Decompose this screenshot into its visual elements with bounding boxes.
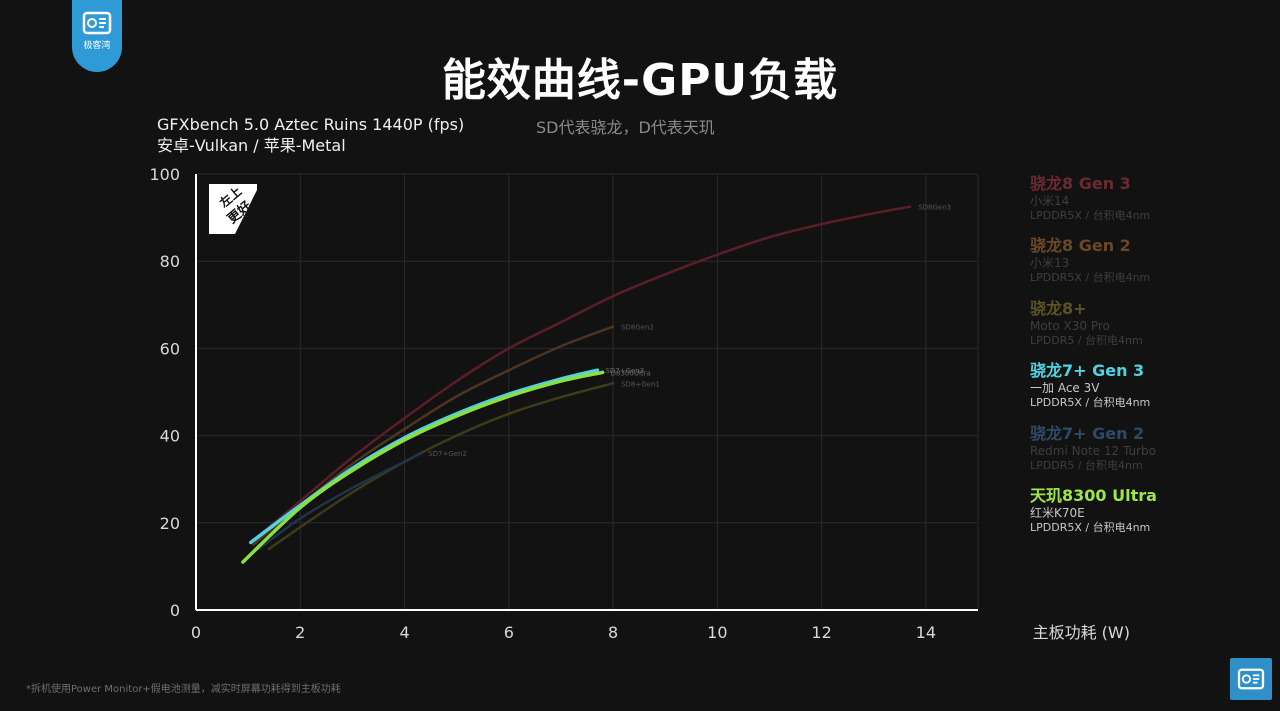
corner-brand-logo	[1230, 658, 1272, 700]
benchmark-logo-icon	[1237, 668, 1265, 690]
legend-series-name: 骁龙8 Gen 2	[1030, 236, 1131, 256]
legend-device: Moto X30 Pro	[1030, 318, 1110, 333]
series-end-label: SD7+Gen3	[605, 367, 644, 375]
benchmark-logo-icon	[82, 11, 112, 35]
legend-memory: LPDDR5X / 台积电4nm	[1030, 521, 1151, 534]
legend-item: 骁龙7+ Gen 3 一加 Ace 3V LPDDR5X / 台积电4nm	[1030, 361, 1270, 410]
y-tick-label: 0	[170, 601, 180, 620]
legend-series-name: 骁龙7+ Gen 3	[1030, 361, 1145, 381]
legend-device: Redmi Note 12 Turbo	[1030, 443, 1156, 458]
chart-grid	[196, 173, 979, 610]
legend-item: 骁龙8 Gen 2 小米13 LPDDR5X / 台积电4nm	[1030, 236, 1270, 285]
legend-item: 骁龙8 Gen 3 小米14 LPDDR5X / 台积电4nm	[1030, 174, 1270, 223]
page-title: 能效曲线-GPU负载	[441, 55, 839, 106]
x-tick-label: 2	[295, 623, 305, 642]
series-end-label: D8300Ultra	[611, 369, 651, 377]
legend-item: 天玑8300 Ultra 红米K70E LPDDR5X / 台积电4nm	[1030, 486, 1270, 535]
legend-memory: LPDDR5X / 台积电4nm	[1030, 396, 1151, 410]
legend-item: 骁龙7+ Gen 2 Redmi Note 12 Turbo LPDDR5 / 台积…	[1030, 424, 1270, 473]
legend-memory: LPDDR5X / 台积电4nm	[1030, 271, 1151, 285]
x-tick-label: 8	[608, 623, 618, 642]
legend-memory: LPDDR5 / 台积电4nm	[1030, 458, 1143, 472]
chart-axes: 0 2 4 6 8 10 12 14 0 20 40 60 80 100 主板功耗 (W)	[149, 165, 1130, 642]
brand-logo: 极客湾	[72, 0, 122, 72]
series-line	[241, 370, 605, 564]
y-tick-label: 80	[160, 252, 180, 271]
legend-item: 骁龙8+ Moto X30 Pro LPDDR5 / 台积电4nm	[1030, 299, 1270, 348]
x-tick-label: 14	[916, 623, 936, 642]
legend-device: 红米K70E	[1030, 506, 1085, 520]
abbreviation-note: SD代表骁龙，D代表天玑	[536, 118, 715, 137]
x-tick-label: 12	[811, 623, 831, 642]
legend-device: 小米14	[1030, 194, 1070, 208]
legend-device: 一加 Ace 3V	[1030, 381, 1100, 396]
legend-series-name: 天玑8300 Ultra	[1030, 486, 1157, 505]
logo-text: 极客湾	[83, 41, 111, 51]
x-axis-label: 主板功耗 (W)	[1033, 623, 1130, 642]
y-tick-label: 40	[160, 427, 180, 446]
x-tick-label: 6	[504, 623, 514, 642]
legend-device: 小米13	[1030, 256, 1070, 271]
x-tick-label: 10	[707, 623, 727, 642]
chart-series: SD8Gen3 SD8Gen2 SD8+Gen1 SD7+Gen2 SD7+Gen3D8…	[241, 204, 951, 564]
footnote: *拆机使用Power Monitor+假电池测量，减实时屏幕功耗得到主板功耗	[26, 684, 341, 695]
y-tick-label: 20	[160, 514, 180, 533]
upper-left-better-badge: 左上 更好	[209, 183, 257, 234]
legend-memory: LPDDR5X / 台积电4nm	[1030, 209, 1151, 222]
series-end-label: SD8Gen2	[621, 324, 654, 332]
legend-memory: LPDDR5 / 台积电4nm	[1030, 333, 1143, 347]
y-tick-label: 100	[149, 165, 180, 184]
series-line	[252, 205, 912, 542]
benchmark-api: 安卓-Vulkan / 苹果-Metal	[157, 136, 346, 155]
series-line	[267, 382, 615, 551]
legend-series-name: 骁龙7+ Gen 2	[1030, 423, 1145, 443]
x-tick-label: 4	[399, 623, 409, 642]
y-tick-label: 60	[160, 339, 180, 358]
benchmark-name: GFXbench 5.0 Aztec Ruins 1440P (fps)	[157, 115, 465, 134]
x-tick-label: 0	[191, 623, 201, 642]
series-line	[257, 451, 422, 551]
legend-series-name: 骁龙8+	[1030, 298, 1087, 318]
benchmark-info: GFXbench 5.0 Aztec Ruins 1440P (fps) 安卓-…	[157, 114, 464, 156]
series-end-label: SD8Gen3	[918, 204, 951, 212]
series-end-label: SD7+Gen2	[428, 450, 467, 458]
legend-series-name: 骁龙8 Gen 3	[1030, 174, 1131, 193]
series-end-label: SD8+Gen1	[621, 380, 660, 388]
